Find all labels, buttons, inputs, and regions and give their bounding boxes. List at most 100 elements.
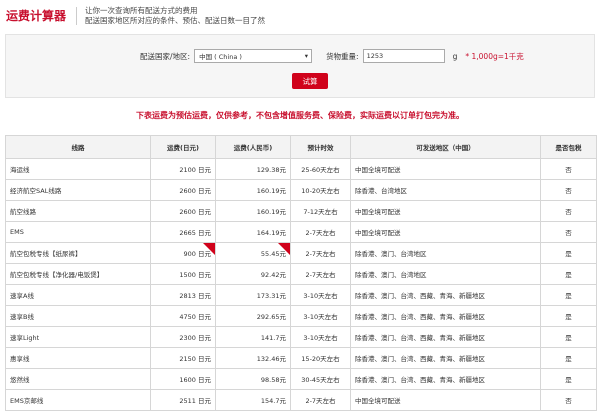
table-cell: 除香港、澳门、台湾、西藏、青海、新疆地区 xyxy=(350,368,541,390)
table-cell: 2-7天左右 xyxy=(290,263,351,285)
table-row: 海运线 2100 日元 129.38元 25-60天左右 中国全境可配送否 xyxy=(5,158,597,180)
table-cell: 否 xyxy=(540,200,597,222)
table-cell: 132.46元 xyxy=(215,347,291,369)
table-cell: 7-12天左右 xyxy=(290,200,351,222)
subtitle: 让你一次查询所有配送方式的费用 配送国家地区所对应的条件、预估、配送日数一目了然 xyxy=(85,6,265,26)
table-cell: 92.42元 xyxy=(215,263,291,285)
table-cell: 是 xyxy=(540,284,597,306)
table-cell: 1600 日元 xyxy=(150,368,216,390)
table-cell: 2300 日元 xyxy=(150,326,216,348)
table-cell: 154.7元 xyxy=(215,389,291,411)
table-cell: 是 xyxy=(540,368,597,390)
table-cell: 98.58元 xyxy=(215,368,291,390)
table-cell: 173.31元 xyxy=(215,284,291,306)
table-cell: 是 xyxy=(540,305,597,327)
table-cell: 否 xyxy=(540,389,597,411)
table-cell: 除香港、澳门、台湾地区 xyxy=(350,242,541,264)
table-cell: 除香港、澳门、台湾、西藏、青海、新疆地区 xyxy=(350,284,541,306)
table-cell: 速享Light xyxy=(5,326,151,348)
table-row: 速享A线 2813 日元 173.31元 3-10天左右 除香港、澳门、台湾、西藏、青海… xyxy=(5,284,597,306)
country-value: 中国 ( China ) xyxy=(199,53,242,61)
table-row: EMS京邮线 2511 日元 154.7元 2-7天左右 中国全境可配送否 xyxy=(5,389,597,411)
table-row: 航空包税专线【纸尿裤】 900 日元 55.45元 2-7天左右 除香港、澳门、台湾地区… xyxy=(5,242,597,264)
table-cell: 2600 日元 xyxy=(150,179,216,201)
table-cell: 55.45元 xyxy=(215,242,291,264)
table-cell: 否 xyxy=(540,221,597,243)
calc-form: 配送国家/地区: 中国 ( China ) ▾ 货物重量: 1253 g * 1,… xyxy=(5,34,595,98)
table-cell: 160.19元 xyxy=(215,179,291,201)
table-cell: 2-7天左右 xyxy=(290,242,351,264)
table-cell: 除香港、台湾地区 xyxy=(350,179,541,201)
table-cell: 292.65元 xyxy=(215,305,291,327)
table-cell: 否 xyxy=(540,158,597,180)
title: 运费计算器 xyxy=(6,7,78,25)
calc-button[interactable]: 试算 xyxy=(292,73,328,89)
table-cell: 是 xyxy=(540,326,597,348)
subtitle-line: 配送国家地区所对应的条件、预估、配送日数一目了然 xyxy=(85,16,266,25)
table-cell: 900 日元 xyxy=(150,242,216,264)
table-row: 经济航空SAL线路 2600 日元 160.19元 10-20天左右 除香港、台湾地区否 xyxy=(5,179,597,201)
table-cell: 2511 日元 xyxy=(150,389,216,411)
table-cell: 30-45天左右 xyxy=(290,368,351,390)
table-row: 航空包税专线【净化器/电饭煲】 1500 日元 92.42元 2-7天左右 除香港、澳门… xyxy=(5,263,597,285)
table-cell: 2-7天左右 xyxy=(290,389,351,411)
rate-table: 线路 运费(日元) 运费(人民币) 预计时效 可发送地区（中国） 是否包税 海运线 2100… xyxy=(5,135,597,411)
table-row: 航空线路 2600 日元 160.19元 7-12天左右 中国全境可配送否 xyxy=(5,200,597,222)
table-body: 海运线 2100 日元 129.38元 25-60天左右 中国全境可配送否经济航空SAL… xyxy=(5,158,597,411)
table-cell: 2-7天左右 xyxy=(290,221,351,243)
table-cell: 除香港、澳门、台湾、西藏、青海、新疆地区 xyxy=(350,326,541,348)
column-header: 运费(人民币) xyxy=(215,135,291,159)
promo-badge xyxy=(278,243,290,255)
table-cell: 海运线 xyxy=(5,158,151,180)
country-select[interactable]: 中国 ( China ) ▾ xyxy=(194,49,313,63)
subtitle-line: 让你一次查询所有配送方式的费用 xyxy=(85,6,198,15)
table-cell: 航空线路 xyxy=(5,200,151,222)
table-cell: 4750 日元 xyxy=(150,305,216,327)
table-cell: 中国全境可配送 xyxy=(350,158,541,180)
table-cell: 中国全境可配送 xyxy=(350,389,541,411)
table-cell: 1500 日元 xyxy=(150,263,216,285)
table-cell: 160.19元 xyxy=(215,200,291,222)
table-cell: 是 xyxy=(540,263,597,285)
table-cell: EMS京邮线 xyxy=(5,389,151,411)
table-cell: 除香港、澳门、台湾、西藏、青海、新疆地区 xyxy=(350,347,541,369)
table-cell: EMS xyxy=(5,221,151,243)
table-cell: 速享B线 xyxy=(5,305,151,327)
column-header: 运费(日元) xyxy=(150,135,216,159)
table-cell: 3-10天左右 xyxy=(290,326,351,348)
column-header: 线路 xyxy=(5,135,151,159)
table-row: 悠然线 1600 日元 98.58元 30-45天左右 除香港、澳门、台湾、西藏、青海、… xyxy=(5,368,597,390)
table-cell: 中国全境可配送 xyxy=(350,200,541,222)
table-cell: 悠然线 xyxy=(5,368,151,390)
table-cell: 10-20天左右 xyxy=(290,179,351,201)
table-cell: 141.7元 xyxy=(215,326,291,348)
column-header: 是否包税 xyxy=(540,135,597,159)
form-row: 配送国家/地区: 中国 ( China ) ▾ 货物重量: 1253 g * 1,… xyxy=(140,49,524,63)
weight-note: * 1,000g=1千克 xyxy=(465,51,524,61)
table-cell: 是 xyxy=(540,242,597,264)
table-row: EMS 2665 日元 164.19元 2-7天左右 中国全境可配送否 xyxy=(5,221,597,243)
table-cell: 惠享线 xyxy=(5,347,151,369)
weight-input[interactable]: 1253 xyxy=(362,49,445,63)
table-cell: 3-10天左右 xyxy=(290,305,351,327)
table-cell: 129.38元 xyxy=(215,158,291,180)
column-header: 预计时效 xyxy=(290,135,351,159)
table-row: 速享B线 4750 日元 292.65元 3-10天左右 除香港、澳门、台湾、西藏、青海… xyxy=(5,305,597,327)
table-row: 惠享线 2150 日元 132.46元 15-20天左右 除香港、澳门、台湾、西藏、青海… xyxy=(5,347,597,369)
column-header: 可发送地区（中国） xyxy=(350,135,541,159)
table-cell: 除香港、澳门、台湾地区 xyxy=(350,263,541,285)
table-cell: 25-60天左右 xyxy=(290,158,351,180)
table-cell: 经济航空SAL线路 xyxy=(5,179,151,201)
table-cell: 否 xyxy=(540,179,597,201)
table-cell: 除香港、澳门、台湾、西藏、青海、新疆地区 xyxy=(350,305,541,327)
header-row: 线路 运费(日元) 运费(人民币) 预计时效 可发送地区（中国） 是否包税 xyxy=(5,135,597,159)
header: 运费计算器 让你一次查询所有配送方式的费用 配送国家地区所对应的条件、预估、配送… xyxy=(6,4,265,28)
country-label: 配送国家/地区: xyxy=(140,51,191,61)
table-cell: 航空包税专线【净化器/电饭煲】 xyxy=(5,263,151,285)
table-cell: 2100 日元 xyxy=(150,158,216,180)
table-cell: 2150 日元 xyxy=(150,347,216,369)
table-cell: 航空包税专线【纸尿裤】 xyxy=(5,242,151,264)
select-arrow: ▾ xyxy=(304,52,309,60)
table-cell: 中国全境可配送 xyxy=(350,221,541,243)
